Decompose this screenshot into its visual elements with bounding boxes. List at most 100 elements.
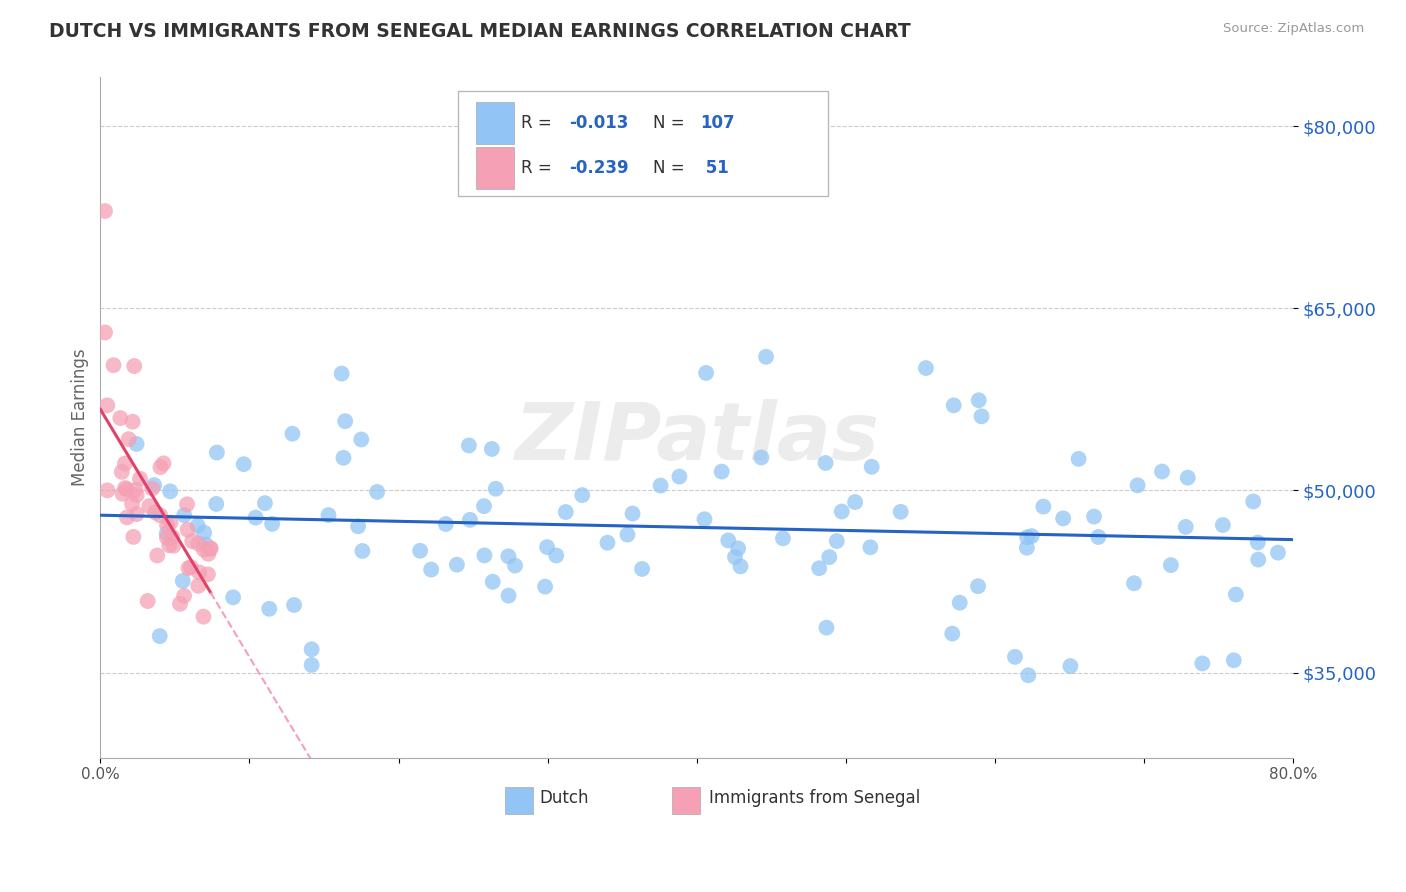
Point [650,478,672,492]
Text: -0.013: -0.013 [569,114,628,132]
Point [1150,465,1173,479]
Point [169,597,191,611]
Point [330,367,353,381]
Point [1032,500,1054,514]
Point [333,414,356,428]
Point [301,642,323,657]
Point [205,445,228,459]
Point [122,359,145,373]
Point [94,326,117,340]
Point [481,574,503,589]
Point [115,483,138,497]
Point [114,481,136,495]
FancyBboxPatch shape [458,91,828,196]
Point [143,478,166,492]
Point [831,504,853,518]
Point [596,535,619,549]
Point [859,541,882,555]
Point [409,543,432,558]
Point [1067,451,1090,466]
Text: 51: 51 [700,159,730,177]
Point [125,507,148,521]
Point [825,534,848,549]
Point [1160,558,1182,572]
Point [159,516,181,530]
Point [693,512,716,526]
Point [141,482,163,496]
Point [1177,470,1199,484]
Point [616,527,638,541]
Point [121,415,143,429]
Point [890,505,912,519]
Point [253,496,276,510]
Point [149,629,172,643]
Point [193,525,215,540]
Text: Dutch: Dutch [540,789,589,807]
Point [631,562,654,576]
Point [157,538,180,552]
Y-axis label: Median Earnings: Median Earnings [72,349,89,486]
Point [111,465,134,479]
Point [1087,530,1109,544]
Text: R =: R = [522,159,557,177]
Point [149,508,172,523]
Point [205,497,228,511]
Point [111,487,134,501]
Point [114,457,136,471]
Point [970,409,993,424]
Point [197,547,219,561]
Point [1212,518,1234,533]
Point [176,523,198,537]
Point [173,508,195,523]
Point [173,589,195,603]
Point [967,579,990,593]
Point [124,483,146,497]
Point [751,450,773,465]
Point [730,559,752,574]
Point [420,563,443,577]
Point [727,541,749,556]
Point [695,366,717,380]
Point [621,507,644,521]
Point [668,469,690,483]
Point [162,530,184,544]
Text: -0.239: -0.239 [569,159,628,177]
Point [352,544,374,558]
Point [1174,520,1197,534]
Point [1247,535,1270,549]
Point [366,484,388,499]
Point [710,465,733,479]
Point [1015,541,1038,555]
Point [281,426,304,441]
Point [474,549,496,563]
FancyBboxPatch shape [477,147,515,189]
Point [347,519,370,533]
Point [198,541,221,556]
Point [1225,588,1247,602]
Point [1083,509,1105,524]
Point [554,505,576,519]
Point [1021,529,1043,543]
Point [318,508,340,522]
Point [814,456,837,470]
Point [481,442,503,456]
Point [571,488,593,502]
Point [176,497,198,511]
Point [1267,546,1289,560]
Point [1191,657,1213,671]
Point [815,621,838,635]
Point [156,526,179,541]
Point [446,558,468,572]
Point [1223,653,1246,667]
Point [1123,576,1146,591]
Point [193,609,215,624]
Point [1247,552,1270,566]
Point [110,411,132,425]
Point [283,598,305,612]
Point [332,450,354,465]
Point [177,561,200,575]
Point [724,550,747,565]
Point [941,626,963,640]
Point [200,541,222,556]
Point [498,549,520,564]
